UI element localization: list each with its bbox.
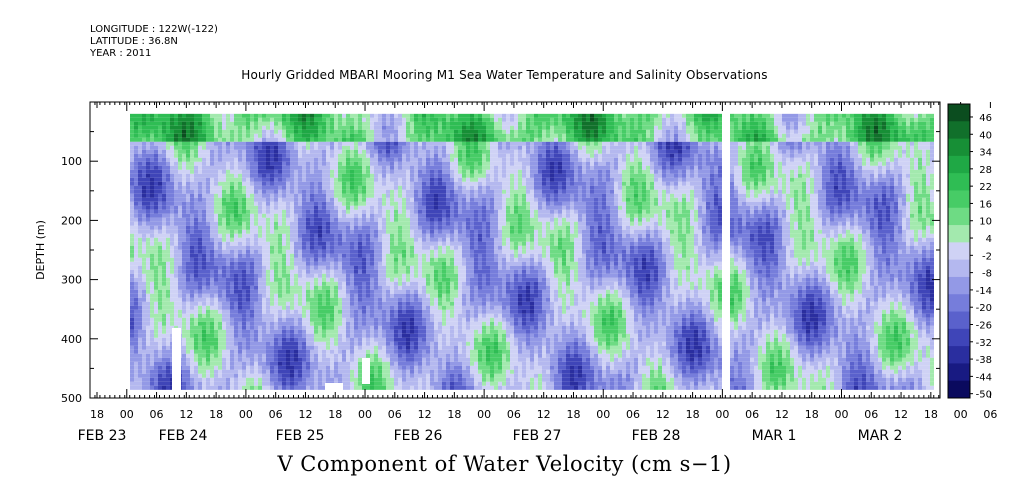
colorbar-label: 4 <box>986 234 992 245</box>
year-text: YEAR : 2011 <box>90 48 152 59</box>
x-tick-label: 00 <box>120 408 134 421</box>
colorbar-swatch <box>948 242 970 261</box>
day-label: FEB 24 <box>159 428 208 444</box>
x-tick-label: 18 <box>924 408 938 421</box>
x-tick-label: 12 <box>656 408 670 421</box>
data-gap <box>325 383 343 391</box>
colorbar-swatch <box>948 328 970 347</box>
y-tick-label: 200 <box>61 214 82 227</box>
x-tick-label: 12 <box>775 408 789 421</box>
x-tick-label: 18 <box>686 408 700 421</box>
colorbar-swatch <box>948 259 970 278</box>
x-tick-label: 06 <box>626 408 640 421</box>
colorbar-label: 40 <box>979 130 992 141</box>
x-tick-label: 00 <box>596 408 610 421</box>
day-label: FEB 26 <box>394 428 443 444</box>
x-tick-label: 12 <box>418 408 432 421</box>
x-tick-label: 06 <box>745 408 759 421</box>
colorbar-title: V Component of Water Velocity (cm s−1) <box>277 452 732 476</box>
colorbar-swatch <box>948 121 970 140</box>
colorbar-label: 34 <box>979 148 992 159</box>
colorbar-label: -32 <box>976 338 992 349</box>
colorbar-swatch <box>948 225 970 243</box>
latitude-text: LATITUDE : 36.8N <box>90 36 178 47</box>
x-tick-label: 18 <box>90 408 104 421</box>
colorbar-swatch <box>948 363 970 382</box>
colorbar-swatch <box>948 104 970 122</box>
colorbar-label: -44 <box>976 372 992 383</box>
x-tick-label: 00 <box>835 408 849 421</box>
colorbar-swatch <box>948 311 970 330</box>
x-tick-label: 12 <box>894 408 908 421</box>
colorbar-label: -20 <box>976 303 992 314</box>
x-tick-label: 00 <box>954 408 968 421</box>
colorbar-label: -2 <box>982 251 992 262</box>
x-tick-label: 18 <box>209 408 223 421</box>
day-label: FEB 23 <box>78 428 127 444</box>
colorbar-label: 22 <box>979 182 992 193</box>
day-label: FEB 25 <box>276 428 325 444</box>
colorbar-swatch <box>948 294 970 313</box>
y-tick-label: 300 <box>61 274 82 287</box>
x-tick-label: 12 <box>179 408 193 421</box>
colorbar-label: 10 <box>979 217 992 228</box>
colorbar-swatch <box>948 207 970 226</box>
colorbar-label: -38 <box>976 355 992 366</box>
colorbar-label: 16 <box>979 199 992 210</box>
colorbar-label: -26 <box>976 321 992 332</box>
data-gap <box>362 358 370 384</box>
day-label: FEB 27 <box>513 428 562 444</box>
x-tick-label: 12 <box>298 408 312 421</box>
longitude-text: LONGITUDE : 122W(-122) <box>90 24 218 35</box>
x-tick-label: 06 <box>507 408 521 421</box>
colorbar-swatch <box>948 346 970 364</box>
x-tick-label: 00 <box>715 408 729 421</box>
colorbar-label: -50 <box>976 390 992 401</box>
x-tick-label: 06 <box>269 408 283 421</box>
colorbar-label: 28 <box>979 165 992 176</box>
data-gap <box>172 328 181 390</box>
x-tick-label: 06 <box>864 408 878 421</box>
x-tick-label: 12 <box>537 408 551 421</box>
y-tick-label: 400 <box>61 333 82 346</box>
colorbar-swatch <box>948 155 970 174</box>
y-tick-label: 100 <box>61 155 82 168</box>
colorbar-swatch <box>948 138 970 157</box>
colorbar-swatch <box>948 276 970 295</box>
x-tick-label: 18 <box>328 408 342 421</box>
x-tick-label: 06 <box>983 408 997 421</box>
x-tick-label: 18 <box>805 408 819 421</box>
colorbar-swatch <box>948 190 970 209</box>
x-tick-label: 18 <box>447 408 461 421</box>
colorbar-label: 46 <box>979 113 992 124</box>
colorbar-label: -8 <box>982 269 992 280</box>
colorbar-swatch <box>948 380 970 399</box>
x-tick-label: 06 <box>150 408 164 421</box>
day-label: MAR 2 <box>858 428 903 444</box>
x-tick-label: 18 <box>566 408 580 421</box>
x-tick-label: 00 <box>239 408 253 421</box>
x-tick-label: 06 <box>388 408 402 421</box>
chart-title: Hourly Gridded MBARI Mooring M1 Sea Wate… <box>241 68 768 82</box>
x-tick-label: 00 <box>477 408 491 421</box>
colorbar-label: -14 <box>976 286 992 297</box>
colorbar-swatch <box>948 173 970 191</box>
heatmap-field <box>130 113 934 390</box>
y-axis-label: DEPTH (m) <box>34 220 47 280</box>
x-tick-label: 00 <box>358 408 372 421</box>
colorbar-frame <box>947 103 971 399</box>
day-label: FEB 28 <box>632 428 681 444</box>
y-tick-label: 500 <box>61 392 82 405</box>
day-label: MAR 1 <box>752 428 797 444</box>
